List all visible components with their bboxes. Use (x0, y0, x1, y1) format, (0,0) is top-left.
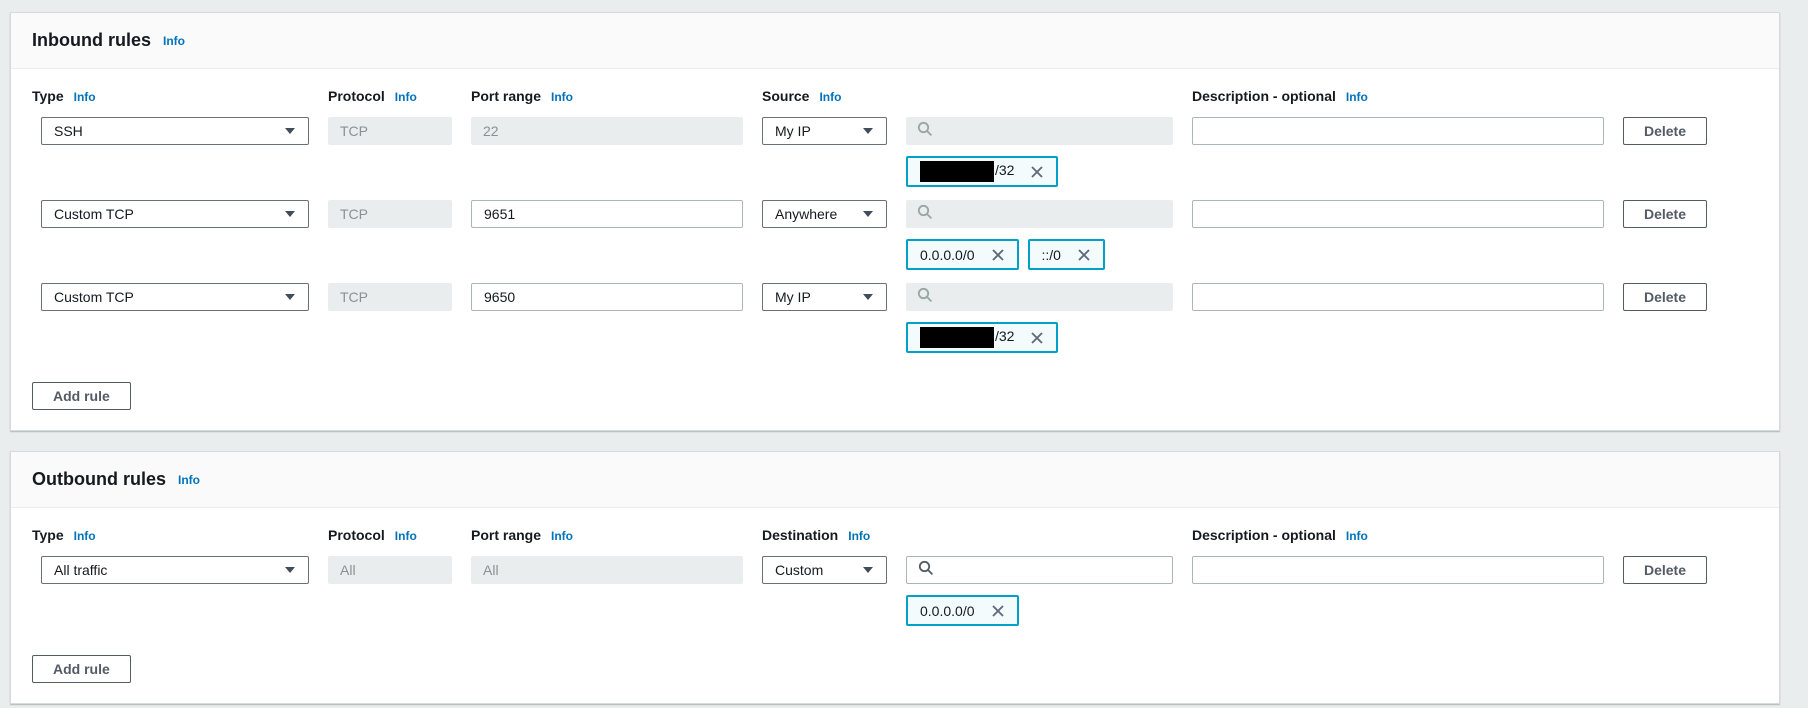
chevron-down-icon (284, 210, 296, 218)
column-header-protocol: Protocol Info (328, 527, 417, 543)
port-range-input: All (471, 556, 743, 584)
description-input[interactable] (1192, 556, 1604, 584)
destination-cidr-search-input[interactable] (906, 556, 1173, 584)
chevron-down-icon (862, 293, 874, 301)
delete-cell: Delete (1623, 283, 1707, 311)
chevron-down-icon (284, 293, 296, 301)
column-header-type: Type Info (32, 88, 96, 104)
source-info-link[interactable]: Info (819, 89, 842, 104)
destination-select[interactable]: Custom (762, 556, 887, 584)
remove-cidr-icon[interactable] (991, 248, 1005, 262)
type-select[interactable]: All traffic (41, 556, 309, 584)
outbound-info-link[interactable]: Info (178, 472, 200, 487)
remove-cidr-icon[interactable] (991, 604, 1005, 618)
column-header-port-range: Port range Info (471, 527, 574, 543)
destination-info-link[interactable]: Info (848, 528, 871, 543)
source-cidr-search-input (906, 200, 1173, 228)
chevron-down-icon (284, 566, 296, 574)
add-rule-button[interactable]: Add rule (32, 382, 131, 410)
outbound-rules-panel: Outbound rules Info Type Info Protocol I… (10, 451, 1780, 704)
column-header-destination: Destination Info (762, 527, 871, 543)
chevron-down-icon (862, 127, 874, 135)
source-select[interactable]: My IP (762, 283, 887, 311)
inbound-rule-row-2: Custom TCP TCP Anywhere (32, 200, 1779, 270)
source-select[interactable]: Anywhere (762, 200, 887, 228)
remove-cidr-icon[interactable] (1077, 248, 1091, 262)
search-icon (917, 204, 933, 225)
inbound-rule-row-1: SSH TCP 22 My IP (32, 117, 1779, 187)
port-range-input[interactable] (471, 283, 743, 311)
delete-rule-button[interactable]: Delete (1623, 117, 1707, 145)
protocol-input: TCP (328, 283, 452, 311)
chevron-down-icon (862, 210, 874, 218)
inbound-column-headers: Type Info Protocol Info Port range Info … (32, 88, 1779, 105)
inbound-panel-header: Inbound rules Info (11, 13, 1779, 69)
delete-rule-button[interactable]: Delete (1623, 283, 1707, 311)
inbound-info-link[interactable]: Info (163, 33, 185, 48)
protocol-info-link[interactable]: Info (394, 528, 417, 543)
description-input[interactable] (1192, 200, 1604, 228)
column-header-type: Type Info (32, 527, 96, 543)
redacted-ip (920, 161, 994, 182)
add-rule-button[interactable]: Add rule (32, 655, 131, 683)
port-range-info-link[interactable]: Info (551, 528, 574, 543)
type-select[interactable]: Custom TCP (41, 200, 309, 228)
source-cidr-search-input (906, 283, 1173, 311)
description-input[interactable] (1192, 283, 1604, 311)
delete-cell: Delete (1623, 200, 1707, 228)
delete-cell: Delete (1623, 556, 1707, 584)
redacted-ip (920, 327, 994, 348)
port-range-input[interactable] (471, 200, 743, 228)
source-cidr-search-input (906, 117, 1173, 145)
column-header-description: Description - optional Info (1192, 88, 1368, 104)
delete-cell: Delete (1623, 117, 1707, 145)
cidr-tag: /32 (906, 156, 1059, 187)
column-header-description: Description - optional Info (1192, 527, 1368, 543)
inbound-panel-body: Type Info Protocol Info Port range Info … (11, 69, 1779, 430)
type-info-link[interactable]: Info (73, 528, 96, 543)
column-header-port-range: Port range Info (471, 88, 574, 104)
inbound-panel-title: Inbound rules (32, 30, 151, 50)
remove-cidr-icon[interactable] (1030, 331, 1044, 345)
outbound-rule-row-1: All traffic All All Custom (32, 556, 1779, 626)
cidr-tag: 0.0.0.0/0 (906, 595, 1019, 626)
type-info-link[interactable]: Info (73, 89, 96, 104)
delete-rule-button[interactable]: Delete (1623, 200, 1707, 228)
search-icon (917, 287, 933, 308)
type-select[interactable]: SSH (41, 117, 309, 145)
protocol-input: TCP (328, 200, 452, 228)
outbound-panel-body: Type Info Protocol Info Port range Info … (11, 508, 1779, 703)
protocol-input: TCP (328, 117, 452, 145)
protocol-input: All (328, 556, 452, 584)
cidr-tags-row: 0.0.0.0/0 (906, 595, 1779, 626)
source-select[interactable]: My IP (762, 117, 887, 145)
cidr-tags-row: /32 (906, 156, 1779, 187)
outbound-column-headers: Type Info Protocol Info Port range Info … (32, 527, 1779, 544)
description-info-link[interactable]: Info (1345, 89, 1368, 104)
cidr-tags-row: 0.0.0.0/0 ::/0 (906, 239, 1779, 270)
protocol-info-link[interactable]: Info (394, 89, 417, 104)
search-icon (918, 560, 934, 581)
inbound-rule-row-3: Custom TCP TCP My IP (32, 283, 1779, 353)
cidr-tag: ::/0 (1027, 239, 1105, 270)
column-header-source: Source Info (762, 88, 842, 104)
outbound-panel-title: Outbound rules (32, 469, 166, 489)
chevron-down-icon (862, 566, 874, 574)
delete-rule-button[interactable]: Delete (1623, 556, 1707, 584)
column-header-protocol: Protocol Info (328, 88, 417, 104)
description-info-link[interactable]: Info (1345, 528, 1368, 543)
cidr-tag: 0.0.0.0/0 (906, 239, 1019, 270)
type-select[interactable]: Custom TCP (41, 283, 309, 311)
inbound-rules-panel: Inbound rules Info Type Info Protocol In… (10, 12, 1780, 431)
remove-cidr-icon[interactable] (1030, 165, 1044, 179)
search-icon (917, 121, 933, 142)
cidr-tags-row: /32 (906, 322, 1779, 353)
description-input[interactable] (1192, 117, 1604, 145)
outbound-panel-header: Outbound rules Info (11, 452, 1779, 508)
cidr-tag: /32 (906, 322, 1059, 353)
port-range-input: 22 (471, 117, 743, 145)
port-range-info-link[interactable]: Info (551, 89, 574, 104)
chevron-down-icon (284, 127, 296, 135)
